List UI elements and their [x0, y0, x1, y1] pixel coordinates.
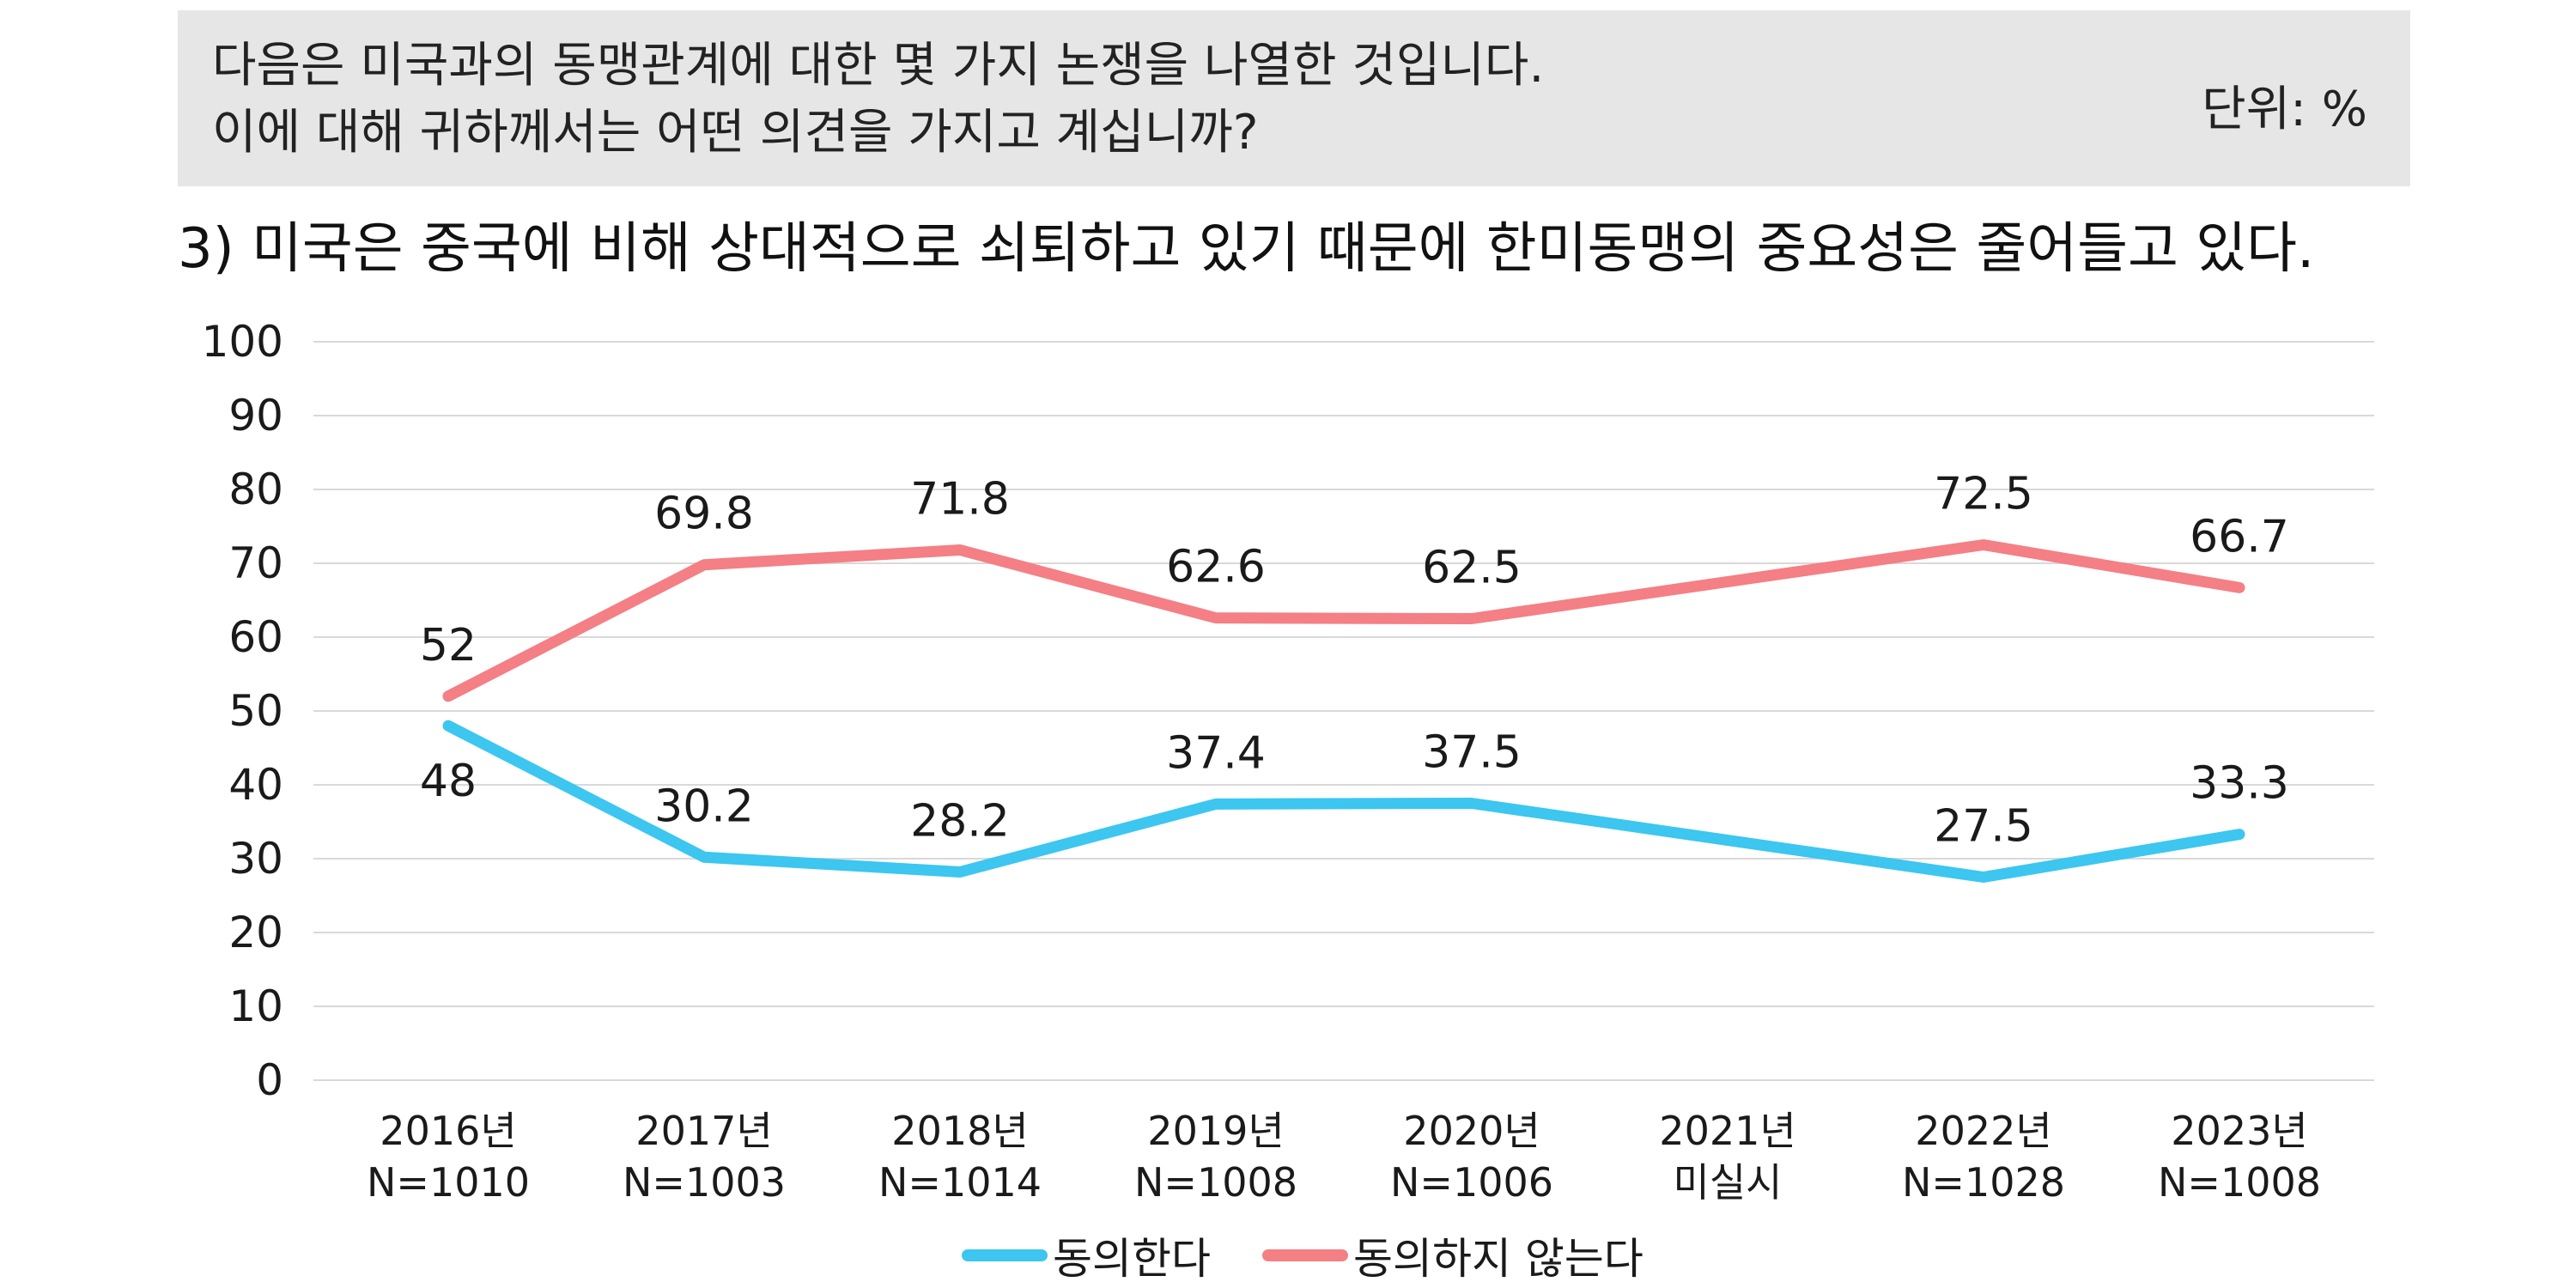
y-tick-label: 60 — [228, 612, 283, 662]
series-line-1 — [442, 539, 2245, 702]
legend-label-agree: 동의한다 — [1053, 1234, 1211, 1284]
legend: 동의한다 동의하지 않는다 — [962, 1230, 1695, 1284]
x-tick-label: 2021년 — [1659, 1108, 1795, 1154]
question-text: 다음은 미국과의 동맹관계에 대한 몇 가지 논쟁을 나열한 것입니다. 이에 … — [212, 33, 1544, 167]
y-tick-label: 70 — [228, 538, 283, 588]
x-tick-label: 2019년 — [1147, 1108, 1284, 1154]
x-tick-sublabel: 미실시 — [1674, 1159, 1783, 1206]
data-point — [447, 695, 449, 697]
question-line-2: 이에 대해 귀하께서는 어떤 의견을 가지고 계십니까? — [212, 105, 1259, 161]
y-tick-label: 90 — [228, 391, 283, 440]
data-point — [447, 725, 449, 727]
data-point — [959, 549, 961, 551]
x-tick-sublabel: N=1008 — [1134, 1159, 1297, 1206]
data-point — [1215, 617, 1217, 619]
unit-label: 단위: % — [2202, 82, 2367, 137]
y-tick-label: 10 — [228, 981, 283, 1031]
question-line-1: 다음은 미국과의 동맹관계에 대한 몇 가지 논쟁을 나열한 것입니다. — [212, 38, 1545, 94]
data-label: 48 — [420, 756, 477, 807]
x-tick-sublabel: N=1014 — [878, 1159, 1042, 1206]
data-point — [959, 871, 961, 873]
data-point — [703, 563, 705, 566]
data-label: 30.2 — [654, 781, 754, 832]
y-tick-label: 0 — [256, 1055, 283, 1105]
data-point — [703, 856, 705, 859]
data-label: 52 — [420, 620, 477, 671]
legend-swatch-agree — [962, 1249, 1048, 1261]
x-tick-label: 2022년 — [1915, 1108, 2051, 1154]
data-label: 37.5 — [1422, 727, 1522, 779]
data-point — [2239, 586, 2240, 589]
data-point — [1471, 802, 1473, 805]
data-point — [2239, 833, 2240, 835]
x-tick-label: 2018년 — [891, 1108, 1028, 1154]
y-tick-label: 50 — [228, 686, 283, 736]
data-label: 28.2 — [910, 795, 1010, 847]
x-tick-sublabel: N=1028 — [1902, 1159, 2065, 1206]
data-label: 66.7 — [2190, 511, 2289, 562]
y-tick-label: 30 — [228, 834, 283, 884]
data-point — [1983, 544, 1984, 546]
data-label: 72.5 — [1934, 469, 2033, 520]
x-tick-sublabel: N=1010 — [367, 1159, 530, 1206]
x-tick-label: 2020년 — [1403, 1108, 1540, 1154]
chart-subtitle: 3) 미국은 중국에 비해 상대적으로 쇠퇴하고 있기 때문에 한미동맹의 중요… — [178, 217, 2315, 281]
legend-swatch-disagree — [1262, 1249, 1348, 1261]
y-tick-label: 80 — [228, 465, 283, 514]
data-label: 27.5 — [1934, 801, 2033, 853]
y-tick-label: 100 — [202, 317, 283, 367]
y-tick-label: 20 — [228, 908, 283, 957]
data-point — [1471, 617, 1473, 620]
data-label: 62.6 — [1166, 542, 1266, 593]
legend-item-disagree: 동의하지 않는다 — [1262, 1224, 1643, 1286]
y-tick-label: 40 — [228, 760, 283, 810]
legend-label-disagree: 동의하지 않는다 — [1353, 1234, 1643, 1284]
data-point — [1983, 876, 1984, 878]
legend-item-agree: 동의한다 — [962, 1224, 1211, 1286]
question-header: 다음은 미국과의 동맹관계에 대한 몇 가지 논쟁을 나열한 것입니다. 이에 … — [178, 10, 2410, 186]
data-point — [1215, 803, 1217, 805]
data-label: 33.3 — [2190, 758, 2289, 810]
data-label: 62.5 — [1422, 543, 1522, 594]
x-tick-sublabel: N=1008 — [2158, 1159, 2321, 1206]
x-tick-sublabel: N=1003 — [623, 1159, 786, 1206]
data-label: 37.4 — [1166, 727, 1266, 779]
x-tick-label: 2016년 — [380, 1108, 516, 1154]
data-label: 69.8 — [654, 489, 754, 540]
x-tick-label: 2023년 — [2171, 1108, 2307, 1154]
x-tick-sublabel: N=1006 — [1390, 1159, 1553, 1206]
data-label: 71.8 — [910, 474, 1010, 526]
x-tick-label: 2017년 — [635, 1108, 772, 1154]
